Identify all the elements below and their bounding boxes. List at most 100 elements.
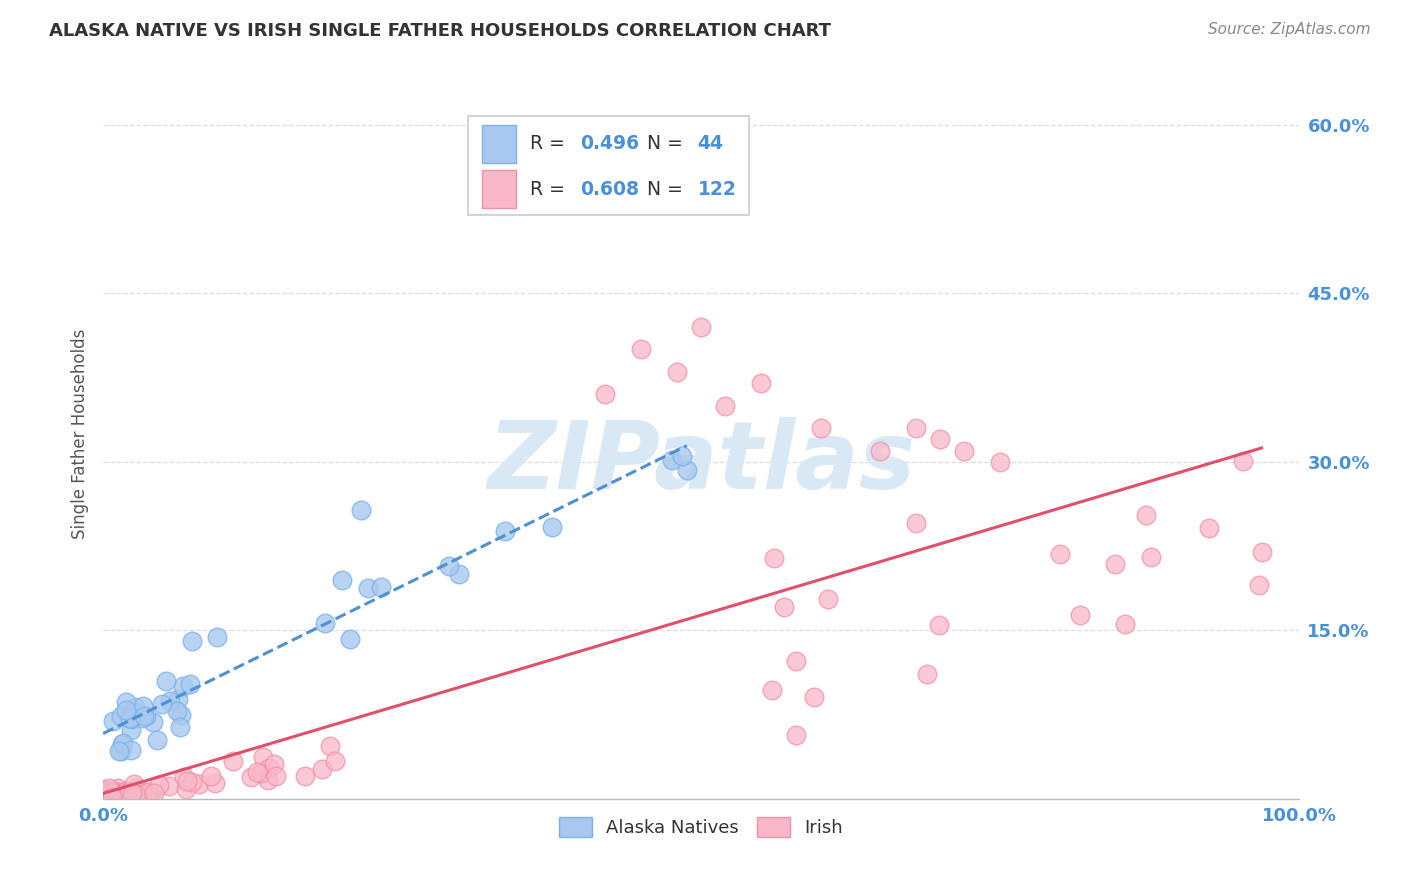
Point [98, 782, 121, 797]
Point [311, 762, 333, 776]
Point [93, 783, 115, 797]
Point [122, 777, 145, 791]
FancyBboxPatch shape [468, 116, 749, 215]
Point [170, 708, 193, 723]
Point [94, 785, 117, 799]
Point [661, 453, 683, 467]
Point [263, 756, 285, 771]
Point [101, 785, 124, 799]
Point [96, 786, 118, 800]
Point [803, 690, 825, 704]
Point [174, 782, 197, 797]
Point [166, 704, 188, 718]
Point [100, 786, 122, 800]
Point [100, 783, 122, 797]
Point [120, 742, 142, 756]
Text: R =: R = [530, 179, 571, 199]
Point [93, 781, 115, 796]
Point [172, 680, 194, 694]
Point [905, 421, 928, 435]
Point [264, 769, 287, 783]
Point [121, 786, 143, 800]
Point [96, 785, 118, 799]
Point [180, 633, 202, 648]
Point [714, 399, 737, 413]
Point [110, 785, 132, 799]
Point [114, 785, 136, 799]
Point [125, 781, 148, 796]
Point [125, 788, 148, 802]
Point [94, 786, 117, 800]
Point [93, 786, 115, 800]
Point [207, 630, 229, 644]
Point [134, 709, 156, 723]
Point [124, 700, 146, 714]
Point [176, 773, 198, 788]
Point [817, 592, 839, 607]
Point [98, 784, 121, 798]
Point [1135, 508, 1157, 522]
Point [107, 780, 129, 795]
Point [132, 699, 155, 714]
Point [138, 785, 160, 799]
Text: Source: ZipAtlas.com: Source: ZipAtlas.com [1208, 22, 1371, 37]
Point [148, 778, 170, 792]
Point [94, 786, 117, 800]
Point [245, 765, 267, 780]
Point [131, 788, 153, 802]
Point [240, 770, 263, 784]
Point [671, 450, 693, 464]
Point [103, 784, 125, 798]
Point [93, 785, 115, 799]
Point [115, 784, 138, 798]
Point [1232, 454, 1254, 468]
Point [118, 786, 141, 800]
Point [541, 520, 564, 534]
Point [785, 728, 807, 742]
Point [181, 774, 204, 789]
Y-axis label: Single Father Households: Single Father Households [72, 328, 89, 539]
Text: ALASKA NATIVE VS IRISH SINGLE FATHER HOUSEHOLDS CORRELATION CHART: ALASKA NATIVE VS IRISH SINGLE FATHER HOU… [49, 22, 831, 40]
Point [188, 776, 211, 790]
Point [437, 558, 460, 573]
Point [101, 790, 124, 805]
Point [120, 712, 142, 726]
Point [145, 733, 167, 747]
Point [200, 769, 222, 783]
Point [929, 432, 952, 446]
Point [110, 744, 132, 758]
Point [749, 376, 772, 391]
Point [330, 573, 353, 587]
Point [120, 786, 142, 800]
Point [1140, 550, 1163, 565]
Point [111, 785, 134, 799]
Point [173, 770, 195, 784]
Point [157, 779, 180, 793]
Point [117, 786, 139, 800]
Point [1249, 578, 1271, 592]
Point [98, 780, 121, 795]
Point [98, 785, 121, 799]
Point [1049, 547, 1071, 561]
Point [96, 786, 118, 800]
Point [98, 786, 121, 800]
Point [98, 786, 121, 800]
Point [117, 786, 139, 800]
Point [104, 785, 127, 799]
Point [114, 703, 136, 717]
Point [761, 682, 783, 697]
Point [159, 694, 181, 708]
Point [357, 582, 380, 596]
Text: ZIPatlas: ZIPatlas [486, 417, 915, 509]
Point [98, 785, 121, 799]
Text: 44: 44 [697, 134, 724, 153]
Point [314, 616, 336, 631]
Point [101, 786, 124, 800]
Point [953, 443, 976, 458]
Point [108, 743, 131, 757]
Point [257, 772, 280, 787]
Text: 0.608: 0.608 [581, 179, 640, 199]
Point [204, 776, 226, 790]
Point [97, 786, 120, 800]
Point [114, 694, 136, 708]
